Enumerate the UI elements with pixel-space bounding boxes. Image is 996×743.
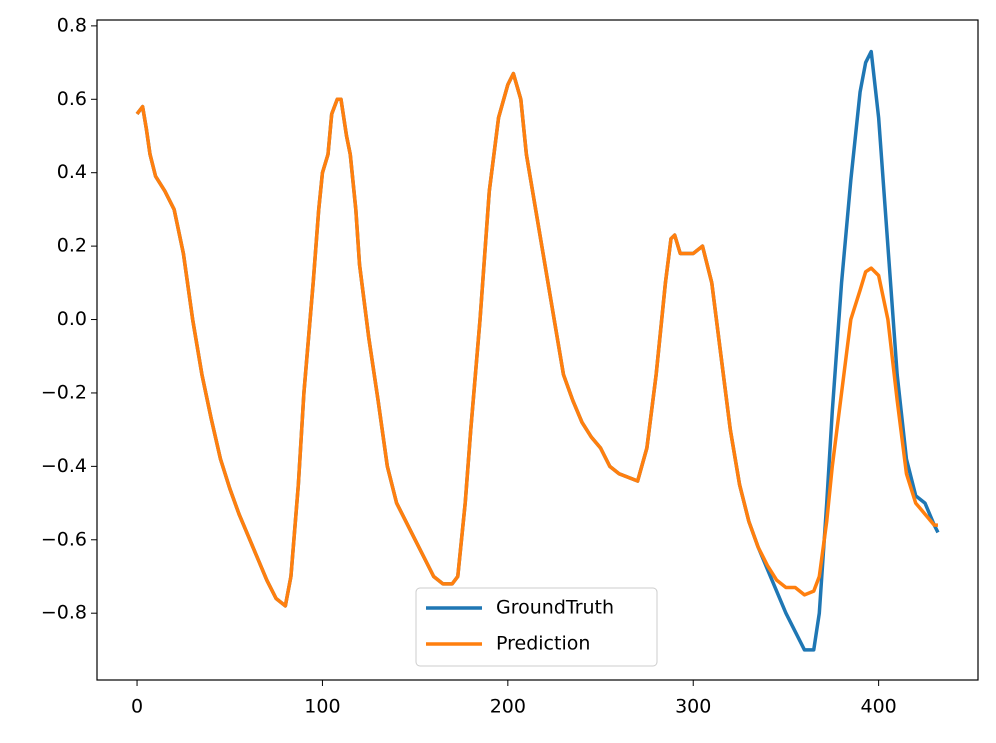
y-tick-label: −0.8 <box>41 602 87 624</box>
y-tick-label: 0.6 <box>57 88 87 110</box>
x-tick-label: 0 <box>131 696 143 718</box>
plot-frame <box>96 19 979 681</box>
y-tick-label: 0.2 <box>57 235 87 257</box>
y-tick-label: −0.2 <box>41 381 87 403</box>
x-tick-label: 100 <box>304 696 340 718</box>
legend-label: GroundTruth <box>496 597 614 619</box>
x-tick-label: 400 <box>860 696 896 718</box>
line-series <box>135 71 938 608</box>
y-tick-label: −0.6 <box>41 528 87 550</box>
y-tick-label: 0.4 <box>57 161 87 183</box>
x-tick-label: 300 <box>675 696 711 718</box>
y-tick-label: 0.8 <box>57 14 87 36</box>
y-tick-label: 0.0 <box>57 308 87 330</box>
legend-label: Prediction <box>496 633 590 655</box>
x-tick-label: 200 <box>490 696 526 718</box>
y-tick-label: −0.4 <box>41 455 87 477</box>
